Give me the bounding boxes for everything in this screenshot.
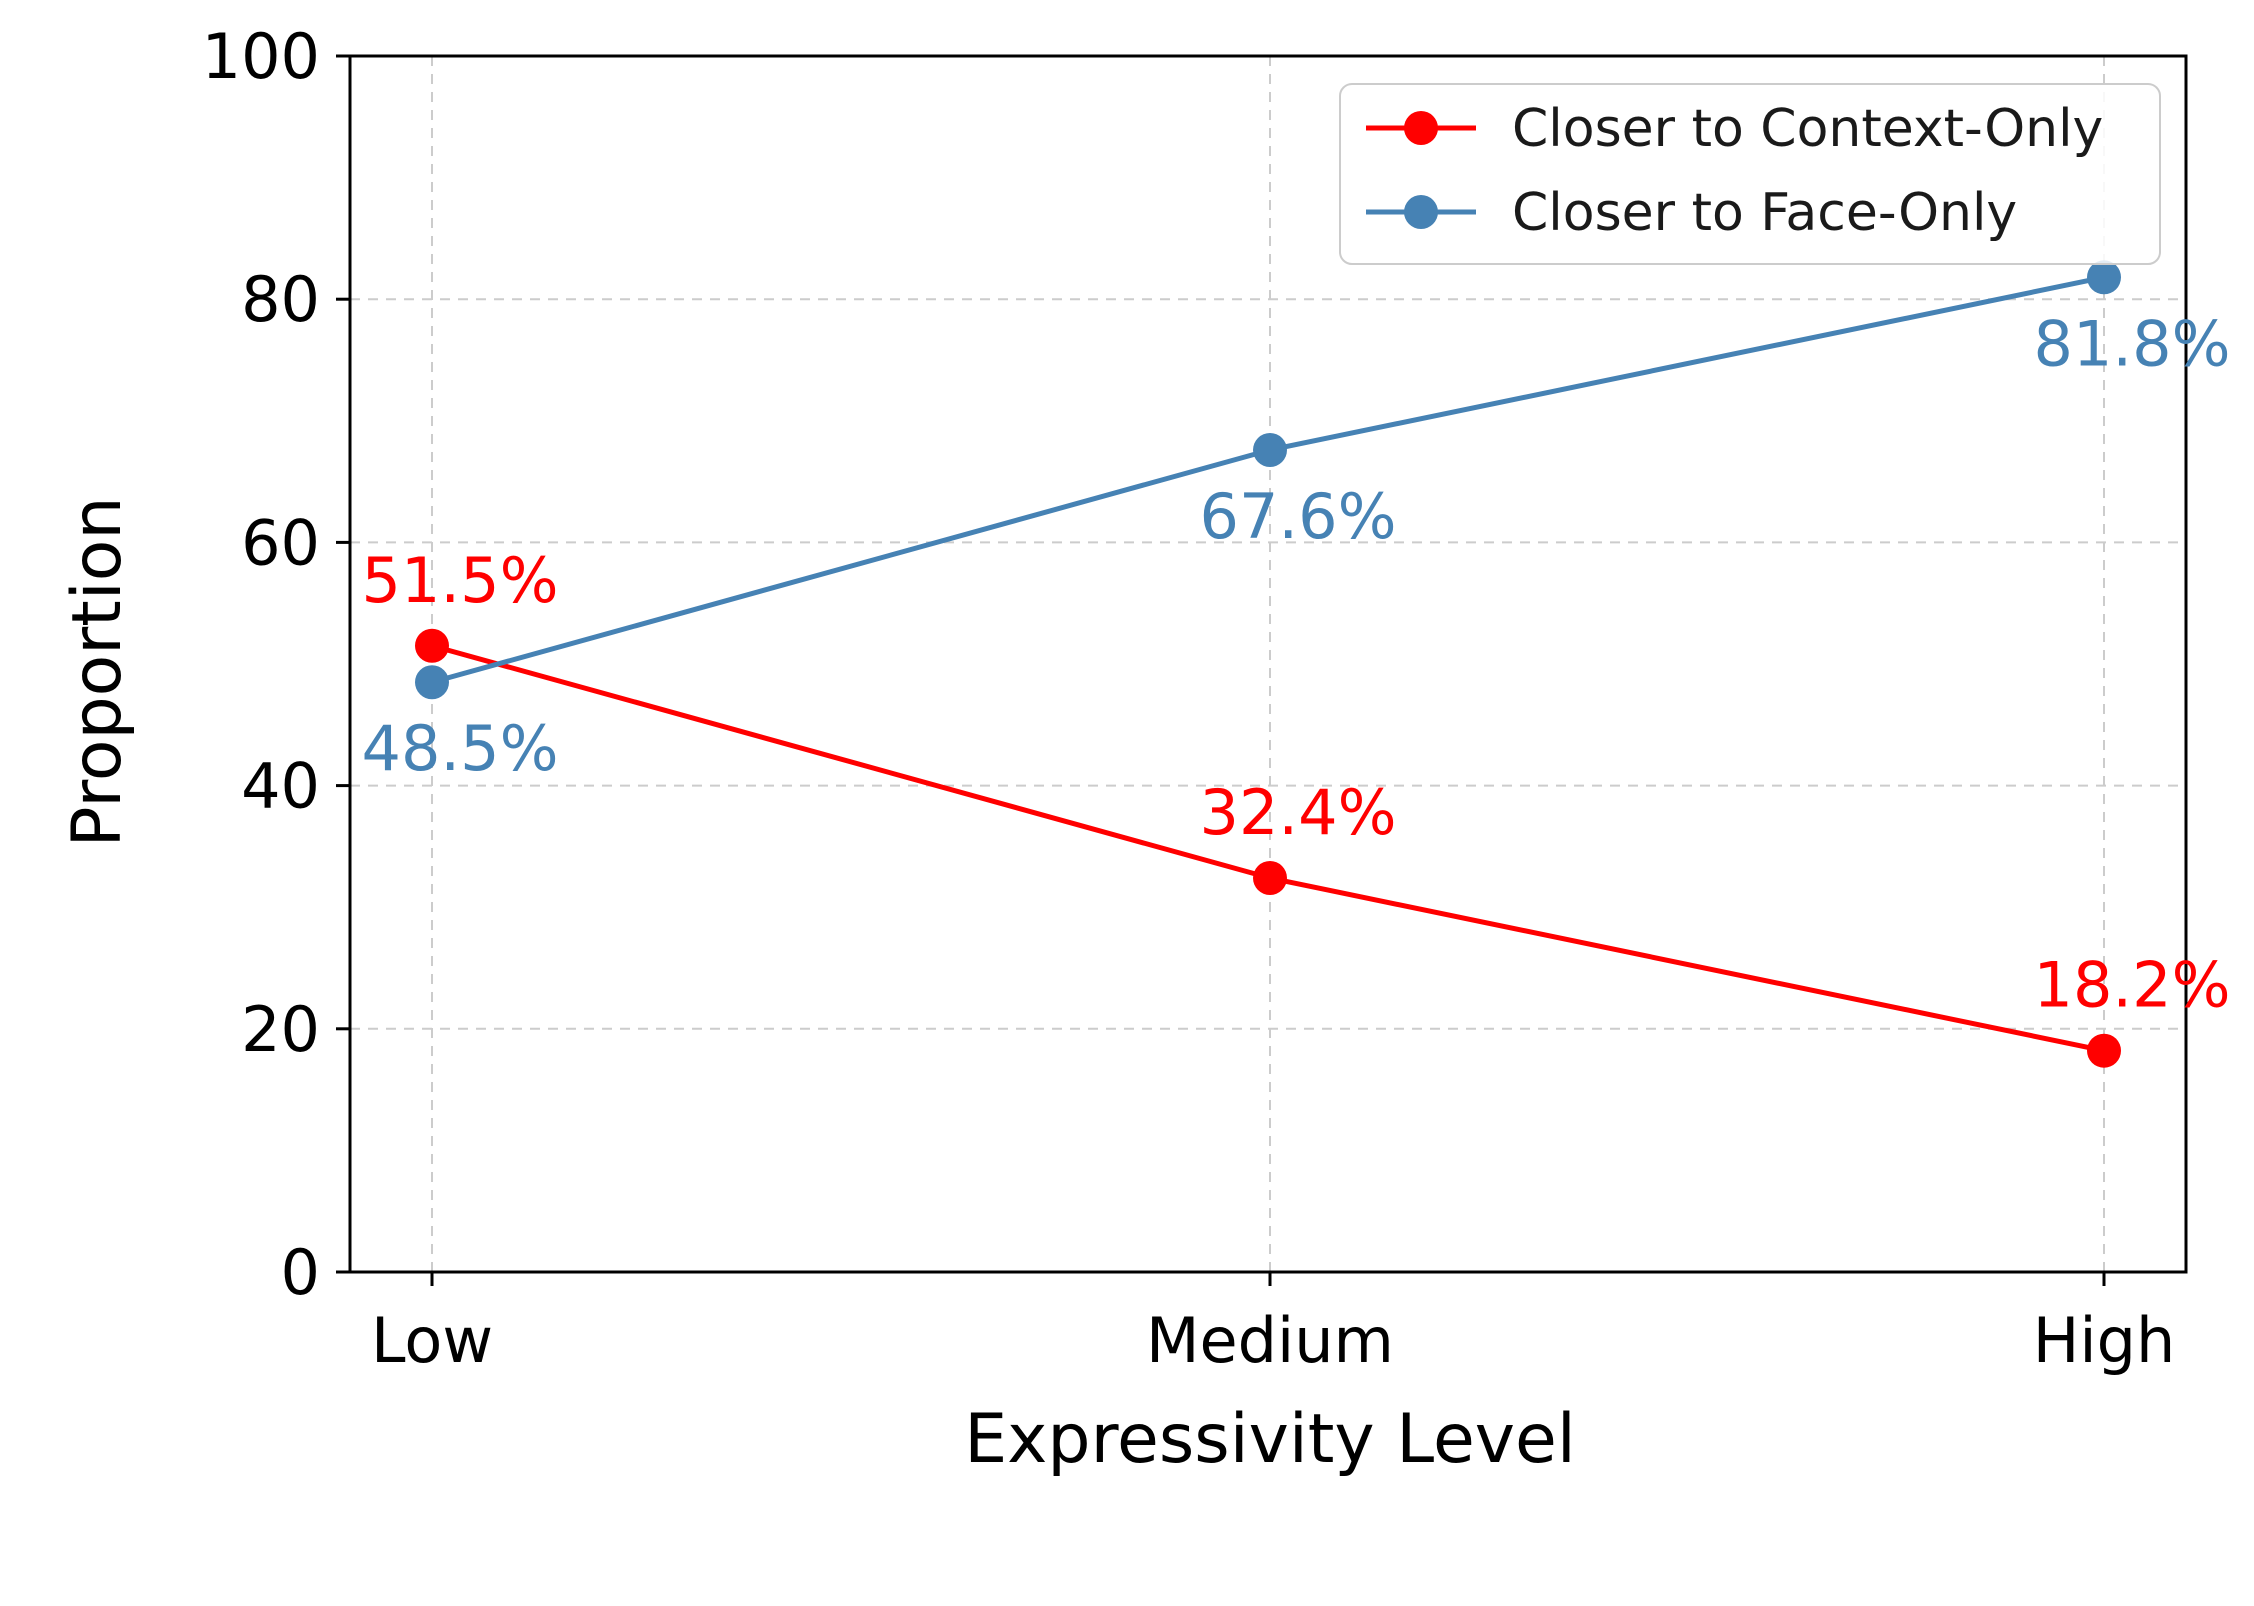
y-axis-title: Proportion <box>58 497 137 848</box>
legend-marker-0 <box>1404 111 1438 145</box>
series-0-point-0 <box>415 628 449 663</box>
x-axis: Low Medium High <box>371 1272 2175 1377</box>
plot-frame <box>348 54 2188 1274</box>
series-1-point-1 <box>1253 432 1287 467</box>
x-tick-label-low: Low <box>371 1304 493 1377</box>
series-1-label-0: 48.5% <box>362 712 559 785</box>
series-1-point-2 <box>2087 260 2121 295</box>
legend-label-0: Closer to Context-Only <box>1512 99 2103 159</box>
y-tick-label-1: 20 <box>241 993 320 1066</box>
y-axis: 0 20 40 60 80 100 <box>202 20 350 1309</box>
y-tick-label-5: 100 <box>202 20 320 93</box>
series-layer <box>415 260 2121 1068</box>
series-0-label-2: 18.2% <box>2034 949 2231 1022</box>
x-tick-label-high: High <box>2033 1304 2176 1377</box>
series-0-label-1: 32.4% <box>1200 776 1397 849</box>
data-labels: 51.5% 32.4% 18.2% 48.5% 67.6% 81.8% <box>362 307 2231 1021</box>
series-1-label-1: 67.6% <box>1200 480 1397 553</box>
x-tick-label-medium: Medium <box>1146 1304 1394 1377</box>
x-axis-title: Expressivity Level <box>964 1400 1576 1479</box>
legend-box <box>1339 83 2161 265</box>
series-1-point-0 <box>415 665 449 700</box>
legend-label-1: Closer to Face-Only <box>1512 183 2017 243</box>
y-tick-label-2: 40 <box>241 750 320 823</box>
series-0-label-0: 51.5% <box>362 544 559 617</box>
series-0-point-1 <box>1253 861 1287 896</box>
series-0-point-2 <box>2087 1033 2121 1068</box>
y-tick-label-0: 0 <box>281 1236 320 1309</box>
series-1-label-2: 81.8% <box>2034 307 2231 380</box>
legend: Closer to Context-Only Closer to Face-Onl… <box>1339 83 2161 265</box>
y-tick-label-3: 60 <box>241 506 320 579</box>
y-tick-label-4: 80 <box>241 263 320 336</box>
legend-marker-1 <box>1404 195 1438 229</box>
